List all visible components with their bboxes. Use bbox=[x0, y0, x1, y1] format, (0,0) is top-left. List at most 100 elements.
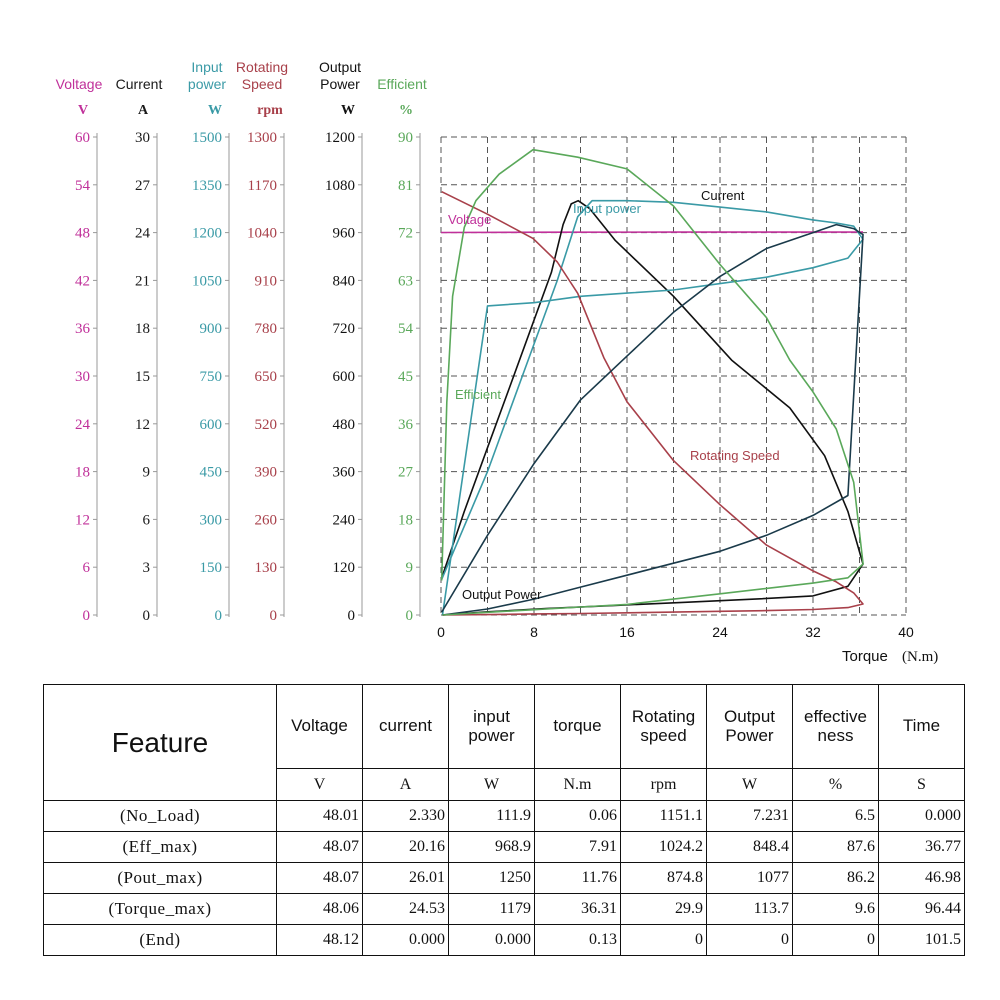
tick-label: 21 bbox=[135, 273, 150, 289]
tick-label: 90 bbox=[398, 130, 413, 146]
table-cell: 96.44 bbox=[878, 893, 965, 925]
tick-label: 42 bbox=[75, 273, 90, 289]
axis-column: OutputPowerW1200108096084072060048036024… bbox=[319, 59, 363, 624]
tick-label: 18 bbox=[135, 321, 150, 337]
x-tick-label: 24 bbox=[712, 624, 728, 640]
table-cell: 9.6 bbox=[792, 893, 879, 925]
tick-label: 520 bbox=[255, 417, 278, 433]
column-header: Time bbox=[878, 684, 965, 769]
tick-label: 54 bbox=[398, 321, 414, 337]
tick-label: 720 bbox=[333, 321, 356, 337]
axis-column: InputpowerW15001350120010509007506004503… bbox=[188, 59, 230, 624]
tick-label: 63 bbox=[398, 273, 413, 289]
series-line bbox=[441, 190, 864, 616]
tick-label: 600 bbox=[200, 417, 223, 433]
tick-label: 1200 bbox=[325, 130, 355, 146]
axis-unit: A bbox=[138, 103, 149, 118]
table-cell: 1250 bbox=[448, 862, 535, 894]
series-line bbox=[440, 199, 864, 616]
unit-cell: W bbox=[706, 768, 793, 801]
table-cell: 848.4 bbox=[706, 831, 793, 863]
column-header: torque bbox=[534, 684, 621, 769]
tick-label: 1080 bbox=[325, 178, 355, 194]
unit-cell: V bbox=[276, 768, 363, 801]
tick-label: 27 bbox=[398, 465, 414, 481]
axis-unit: W bbox=[341, 103, 355, 118]
tick-label: 12 bbox=[75, 512, 90, 528]
tick-label: 3 bbox=[143, 560, 151, 576]
table-cell: 0.13 bbox=[534, 924, 621, 956]
tick-label: 390 bbox=[255, 465, 278, 481]
table-cell: 0.000 bbox=[362, 924, 449, 956]
x-axis: 0 8 16 24 32 40 Torque (N.m) bbox=[437, 624, 938, 665]
x-axis-unit: (N.m) bbox=[902, 649, 938, 665]
tick-label: 130 bbox=[255, 560, 278, 576]
tick-label: 30 bbox=[135, 130, 150, 146]
x-tick-label: 32 bbox=[805, 624, 821, 640]
axis-columns: VoltageV60544842363024181260CurrentA3027… bbox=[56, 59, 427, 624]
table-cell: 0.000 bbox=[448, 924, 535, 956]
axis-title: Output bbox=[319, 59, 361, 75]
tick-label: 780 bbox=[255, 321, 278, 337]
tick-label: 1500 bbox=[192, 130, 222, 146]
table-cell: 48.07 bbox=[276, 862, 363, 894]
table-cell: 101.5 bbox=[878, 924, 965, 956]
tick-label: 24 bbox=[75, 417, 91, 433]
tick-label: 54 bbox=[75, 178, 91, 194]
table-cell: 1151.1 bbox=[620, 800, 707, 832]
tick-label: 240 bbox=[333, 512, 356, 528]
tick-label: 600 bbox=[333, 369, 356, 385]
table-cell: 87.6 bbox=[792, 831, 879, 863]
feature-header: Feature bbox=[43, 684, 277, 801]
tick-label: 150 bbox=[200, 560, 223, 576]
axis-title: power bbox=[188, 76, 226, 92]
unit-cell: N.m bbox=[534, 768, 621, 801]
axis-title: Efficient bbox=[377, 76, 427, 92]
tick-label: 1040 bbox=[247, 226, 277, 242]
series-layer bbox=[440, 148, 864, 616]
table-cell: 11.76 bbox=[534, 862, 621, 894]
row-label: (Eff_max) bbox=[43, 831, 277, 863]
tick-label: 0 bbox=[348, 608, 356, 624]
tick-label: 1170 bbox=[248, 178, 277, 194]
column-header: effective ness bbox=[792, 684, 879, 769]
tick-label: 60 bbox=[75, 130, 90, 146]
table-cell: 24.53 bbox=[362, 893, 449, 925]
axis-unit: V bbox=[78, 103, 88, 118]
tick-label: 27 bbox=[135, 178, 151, 194]
table-cell: 48.06 bbox=[276, 893, 363, 925]
table-cell: 7.91 bbox=[534, 831, 621, 863]
x-axis-title: Torque bbox=[842, 648, 888, 665]
table-cell: 26.01 bbox=[362, 862, 449, 894]
table-cell: 20.16 bbox=[362, 831, 449, 863]
x-tick-label: 8 bbox=[530, 624, 538, 640]
table-cell: 0 bbox=[706, 924, 793, 956]
tick-label: 72 bbox=[398, 226, 413, 242]
tick-label: 12 bbox=[135, 417, 150, 433]
tick-label: 9 bbox=[406, 560, 414, 576]
series-line bbox=[440, 148, 864, 616]
table-cell: 111.9 bbox=[448, 800, 535, 832]
tick-label: 900 bbox=[200, 321, 223, 337]
table-cell: 0 bbox=[620, 924, 707, 956]
tick-label: 1200 bbox=[192, 226, 222, 242]
table-cell: 113.7 bbox=[706, 893, 793, 925]
unit-cell: % bbox=[792, 768, 879, 801]
table-cell: 29.9 bbox=[620, 893, 707, 925]
tick-label: 120 bbox=[333, 560, 356, 576]
table-cell: 7.231 bbox=[706, 800, 793, 832]
table-cell: 48.12 bbox=[276, 924, 363, 956]
table-cell: 48.01 bbox=[276, 800, 363, 832]
axis-title: Power bbox=[320, 76, 360, 92]
axis-title: Speed bbox=[242, 76, 282, 92]
table-cell: 1179 bbox=[448, 893, 535, 925]
series-label: Output Power bbox=[462, 587, 542, 602]
table-cell: 0 bbox=[792, 924, 879, 956]
table-row: (Torque_max) 48.06 24.53 1179 36.31 29.9 113.7… bbox=[43, 893, 965, 925]
table-row: (Pout_max) 48.07 26.01 1250 11.76 874.8 1077 86… bbox=[43, 862, 965, 894]
tick-label: 1300 bbox=[247, 130, 277, 146]
tick-label: 45 bbox=[398, 369, 413, 385]
column-header: input power bbox=[448, 684, 535, 769]
